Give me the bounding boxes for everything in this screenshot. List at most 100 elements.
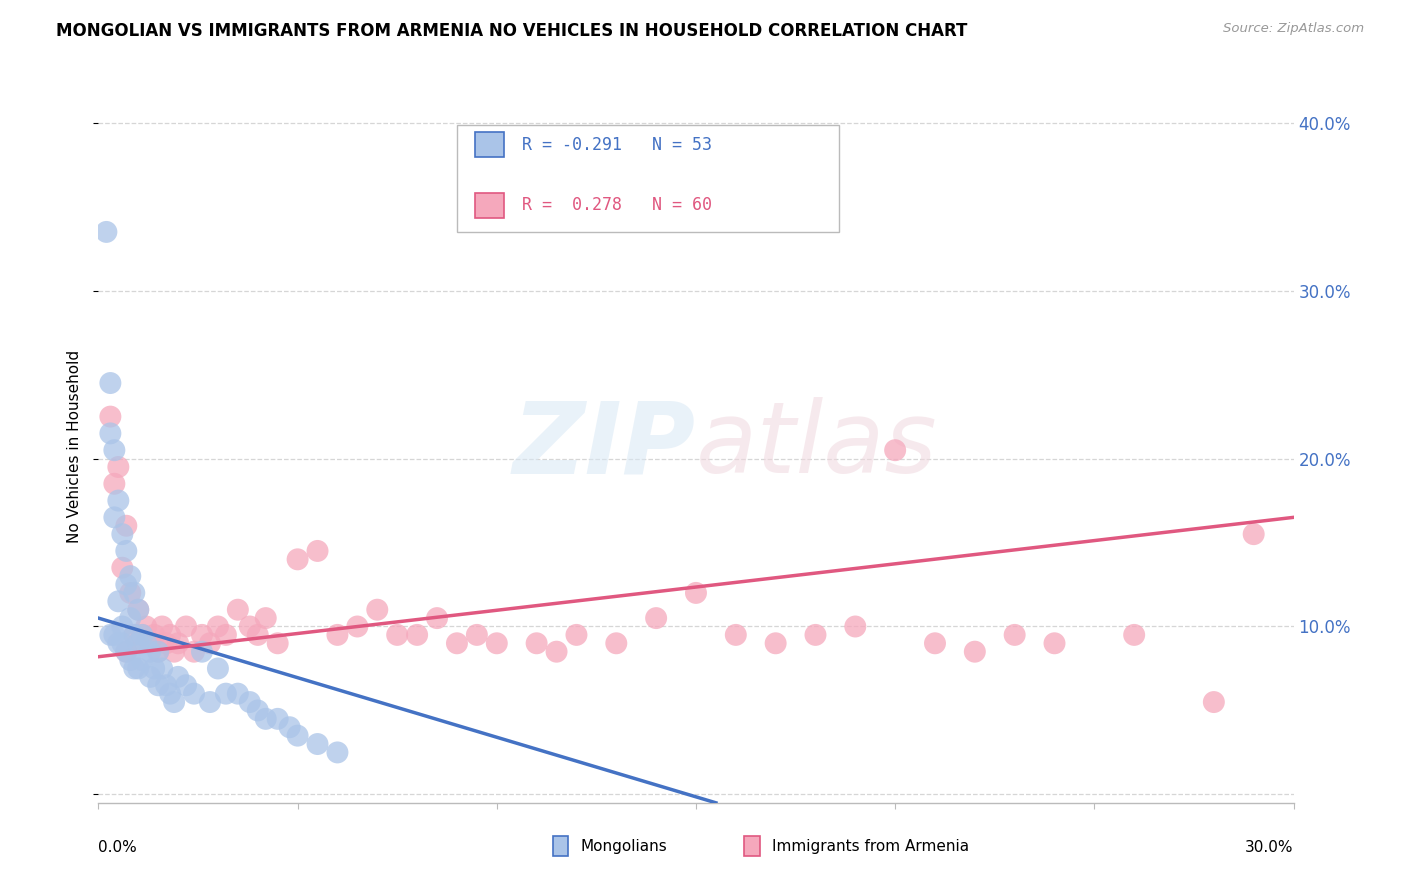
Point	[207, 619, 229, 633]
Point	[124, 661, 146, 675]
Point	[111, 560, 134, 574]
Point	[246, 703, 269, 717]
Point	[346, 619, 368, 633]
Point	[155, 678, 177, 692]
Point	[366, 603, 388, 617]
Point	[246, 628, 269, 642]
FancyBboxPatch shape	[475, 132, 505, 157]
Point	[131, 628, 153, 642]
Point	[111, 636, 134, 650]
Point	[124, 586, 146, 600]
Text: ZIP: ZIP	[513, 398, 696, 494]
Text: atlas: atlas	[696, 398, 938, 494]
Point	[120, 611, 142, 625]
Point	[215, 628, 238, 642]
Point	[127, 636, 149, 650]
Point	[254, 611, 277, 625]
Point	[143, 661, 166, 675]
Point	[107, 636, 129, 650]
Point	[111, 527, 134, 541]
Point	[804, 628, 827, 642]
Point	[326, 746, 349, 760]
Point	[111, 619, 134, 633]
Point	[150, 661, 173, 675]
Point	[96, 225, 118, 239]
Point	[963, 645, 986, 659]
Y-axis label: No Vehicles in Household: No Vehicles in Household	[67, 350, 83, 542]
Point	[139, 645, 162, 659]
Point	[385, 628, 409, 642]
Point	[120, 569, 142, 583]
Point	[163, 695, 186, 709]
Point	[526, 636, 548, 650]
Point	[326, 628, 349, 642]
Text: Source: ZipAtlas.com: Source: ZipAtlas.com	[1223, 22, 1364, 36]
Point	[226, 687, 249, 701]
Point	[884, 443, 907, 458]
Point	[844, 619, 866, 633]
Point	[278, 720, 301, 734]
Point	[103, 476, 125, 491]
Point	[131, 628, 153, 642]
Text: 0.0%: 0.0%	[98, 839, 138, 855]
Point	[426, 611, 449, 625]
Point	[124, 628, 146, 642]
Text: Immigrants from Armenia: Immigrants from Armenia	[772, 838, 969, 854]
Point	[107, 460, 129, 475]
Point	[565, 628, 588, 642]
Point	[307, 737, 329, 751]
Point	[605, 636, 627, 650]
Point	[446, 636, 468, 650]
Point	[254, 712, 277, 726]
FancyBboxPatch shape	[457, 125, 839, 232]
Point	[685, 586, 707, 600]
Point	[159, 687, 181, 701]
Point	[267, 636, 290, 650]
Point	[139, 670, 162, 684]
Point	[183, 645, 205, 659]
Point	[167, 636, 190, 650]
Point	[307, 544, 329, 558]
Point	[103, 628, 125, 642]
FancyBboxPatch shape	[553, 836, 568, 856]
Point	[135, 636, 157, 650]
Text: Mongolians: Mongolians	[581, 838, 666, 854]
Point	[287, 729, 309, 743]
Point	[924, 636, 946, 650]
Point	[226, 603, 249, 617]
Point	[465, 628, 488, 642]
Point	[546, 645, 568, 659]
Point	[198, 636, 221, 650]
Point	[115, 518, 138, 533]
Point	[127, 603, 149, 617]
Point	[115, 645, 138, 659]
Point	[131, 653, 153, 667]
Point	[120, 586, 142, 600]
Point	[1123, 628, 1146, 642]
Point	[100, 409, 122, 424]
Point	[115, 577, 138, 591]
Point	[724, 628, 747, 642]
Point	[239, 695, 262, 709]
Point	[485, 636, 508, 650]
Point	[198, 695, 221, 709]
Point	[150, 619, 173, 633]
Point	[1202, 695, 1225, 709]
Point	[406, 628, 429, 642]
FancyBboxPatch shape	[475, 193, 505, 218]
FancyBboxPatch shape	[744, 836, 759, 856]
Point	[100, 426, 122, 441]
Point	[148, 678, 170, 692]
Point	[183, 687, 205, 701]
Point	[120, 653, 142, 667]
Point	[115, 544, 138, 558]
Point	[127, 636, 149, 650]
Text: MONGOLIAN VS IMMIGRANTS FROM ARMENIA NO VEHICLES IN HOUSEHOLD CORRELATION CHART: MONGOLIAN VS IMMIGRANTS FROM ARMENIA NO …	[56, 22, 967, 40]
Point	[148, 645, 170, 659]
Point	[103, 443, 125, 458]
Point	[139, 636, 162, 650]
Point	[191, 628, 214, 642]
Point	[148, 645, 170, 659]
Point	[174, 678, 197, 692]
Point	[127, 603, 149, 617]
